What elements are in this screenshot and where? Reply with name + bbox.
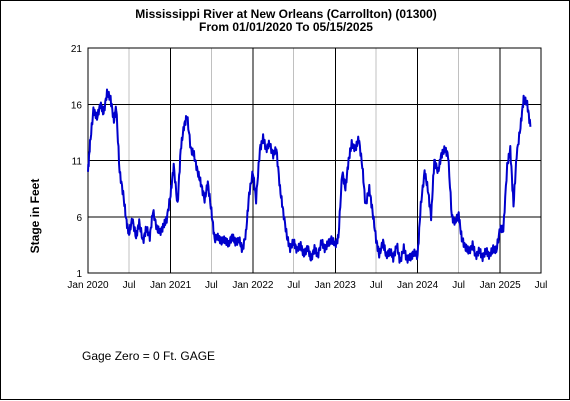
y-tick-label: 21 [71, 44, 83, 55]
chart-subtitle: From 01/01/2020 To 05/15/2025 [199, 20, 373, 34]
x-tick-label: Jul [370, 280, 383, 291]
chart-title-block: Mississippi River at New Orleans (Carrol… [1, 8, 570, 34]
stage-series-line [87, 88, 532, 264]
x-tick-label: Jan 2021 [150, 280, 192, 291]
x-tick-label: Jan 2025 [480, 280, 522, 291]
x-tick-label: Jul [287, 280, 300, 291]
chart-title: Mississippi River at New Orleans (Carrol… [135, 7, 437, 21]
x-tick-label: Jul [452, 280, 465, 291]
x-tick-label: Jan 2020 [67, 280, 109, 291]
y-tick-label: 16 [71, 100, 83, 111]
y-tick-label: 1 [76, 269, 82, 280]
x-tick-label: Jan 2022 [232, 280, 274, 291]
x-tick-label: Jul [123, 280, 136, 291]
gage-zero-note: Gage Zero = 0 Ft. GAGE [82, 349, 216, 363]
x-tick-label: Jan 2023 [315, 280, 357, 291]
y-tick-label: 6 [76, 213, 82, 224]
x-tick-label: Jan 2024 [397, 280, 439, 291]
x-tick-label: Jul [535, 280, 548, 291]
x-tick-label: Jul [205, 280, 218, 291]
y-tick-label: 11 [72, 157, 83, 168]
